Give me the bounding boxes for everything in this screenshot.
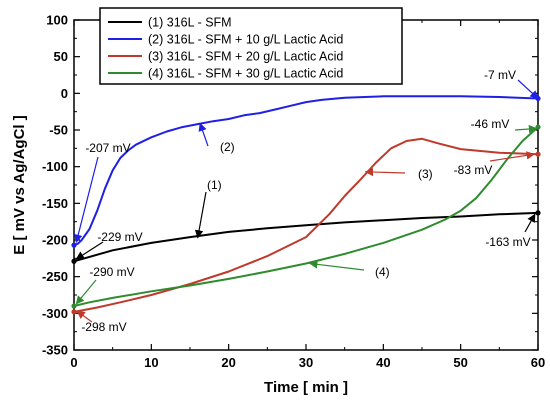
series-endpoint-marker — [535, 151, 541, 157]
value-annotation: -83 mV — [454, 163, 493, 177]
curve-label: (2) — [220, 140, 235, 154]
value-annotation: -163 mV — [485, 235, 530, 249]
value-annotation: -7 mV — [484, 68, 516, 82]
y-tick-label: 50 — [54, 49, 68, 64]
legend-box — [99, 7, 403, 85]
x-tick-label: 20 — [221, 355, 235, 370]
annotation-arrow — [517, 79, 539, 100]
curve-label-arrow — [364, 167, 406, 177]
series-line-1 — [73, 211, 539, 263]
y-tick-label: -150 — [42, 196, 68, 211]
legend-label: (1) 316L - SFM — [148, 16, 232, 30]
y-tick-label: 100 — [46, 13, 68, 28]
y-tick-label: -200 — [42, 233, 68, 248]
series-line-4 — [73, 126, 539, 307]
value-annotation: -46 mV — [471, 117, 510, 131]
y-tick-label: -50 — [49, 123, 68, 138]
series-line-3 — [73, 137, 539, 313]
curve-label: (4) — [375, 265, 390, 279]
series-endpoint-marker — [71, 303, 77, 309]
curve-label-arrow — [309, 260, 365, 271]
y-tick-label: 0 — [61, 86, 68, 101]
annotation-arrow — [74, 156, 99, 244]
y-axis-title: E [ mV vs Ag/AgCl ] — [11, 115, 28, 254]
series-endpoint-marker — [71, 258, 77, 264]
y-tick-label: -100 — [42, 159, 68, 174]
value-annotation: -229 mV — [97, 230, 142, 244]
legend-label: (3) 316L - SFM + 20 g/L Lactic Acid — [148, 50, 343, 64]
curve-label: (1) — [207, 178, 222, 192]
curve-label-arrow — [194, 191, 207, 239]
annotation-arrow — [524, 213, 536, 233]
x-axis-title: Time [ min ] — [264, 379, 348, 396]
y-tick-label: -350 — [42, 343, 68, 358]
y-tick-label: -300 — [42, 306, 68, 321]
value-annotation: -298 mV — [81, 320, 126, 334]
series-endpoint-marker — [71, 242, 77, 248]
y-tick-label: -250 — [42, 269, 68, 284]
legend-label: (2) 316L - SFM + 10 g/L Lactic Acid — [148, 33, 343, 47]
series-endpoint-marker — [71, 309, 77, 315]
x-tick-label: 0 — [70, 355, 77, 370]
annotation-arrow — [75, 279, 97, 305]
x-tick-label: 40 — [376, 355, 390, 370]
x-tick-label: 50 — [453, 355, 467, 370]
value-annotation: -290 mV — [89, 265, 134, 279]
annotation-arrow — [76, 310, 93, 323]
curve-label-arrow — [198, 122, 209, 147]
legend-label: (4) 316L - SFM + 30 g/L Lactic Acid — [148, 67, 343, 81]
value-annotation: -207 mV — [85, 141, 130, 155]
series-endpoint-marker — [535, 210, 541, 216]
annotation-arrow — [75, 241, 104, 260]
x-tick-label: 10 — [144, 355, 158, 370]
annotation-arrow — [489, 151, 535, 162]
curve-label: (3) — [418, 167, 433, 181]
x-tick-label: 30 — [299, 355, 313, 370]
x-tick-label: 60 — [531, 355, 545, 370]
annotation-arrow — [514, 124, 538, 134]
